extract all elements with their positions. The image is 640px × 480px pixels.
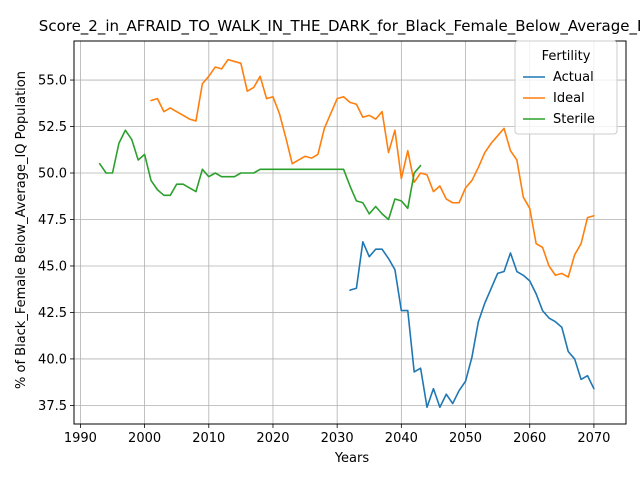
x-tick-label: 2050 bbox=[449, 431, 482, 446]
series-lines bbox=[98, 58, 595, 409]
legend-label-actual: Actual bbox=[553, 70, 594, 85]
chart-title: Score_2_in_AFRAID_TO_WALK_IN_THE_DARK_fo… bbox=[39, 17, 640, 36]
x-tick-label: 1990 bbox=[64, 431, 97, 446]
y-tick-label: 50.0 bbox=[38, 167, 67, 182]
y-tick-label: 45.0 bbox=[38, 259, 67, 274]
x-tick-label: 2070 bbox=[577, 431, 610, 446]
x-tick-label: 2020 bbox=[256, 431, 289, 446]
x-tick-label: 2030 bbox=[321, 431, 354, 446]
x-axis-label: Years bbox=[334, 451, 370, 466]
legend-title: Fertility bbox=[542, 49, 591, 64]
legend-items: Actual Ideal Sterile bbox=[523, 70, 595, 127]
x-tick-label: 2040 bbox=[385, 431, 418, 446]
series-line-actual bbox=[349, 241, 595, 409]
series-line-ideal bbox=[150, 58, 595, 278]
y-tick-label: 47.5 bbox=[38, 213, 67, 228]
x-tick-label: 2010 bbox=[192, 431, 225, 446]
legend-label-ideal: Ideal bbox=[553, 91, 585, 106]
legend-box bbox=[514, 40, 618, 135]
y-tick-label: 37.5 bbox=[38, 399, 67, 414]
y-tick-label: 42.5 bbox=[38, 306, 67, 321]
plot-frame bbox=[73, 40, 627, 425]
series-line-sterile bbox=[98, 129, 422, 221]
y-axis-label: % of Black_Female Below_Average_IQ Popul… bbox=[14, 71, 29, 389]
y-tick-label: 40.0 bbox=[38, 352, 67, 367]
y-tick-label: 52.5 bbox=[38, 120, 67, 135]
legend-label-sterile: Sterile bbox=[553, 112, 595, 127]
axis-ticks: 1990 2000 2010 2020 2030 2040 2050 2060 2070 37.5… bbox=[38, 74, 610, 446]
y-tick-label: 55.0 bbox=[38, 74, 67, 89]
x-tick-label: 2000 bbox=[128, 431, 161, 446]
legend: Fertility Actual Ideal Sterile bbox=[514, 40, 618, 135]
x-tick-label: 2060 bbox=[513, 431, 546, 446]
